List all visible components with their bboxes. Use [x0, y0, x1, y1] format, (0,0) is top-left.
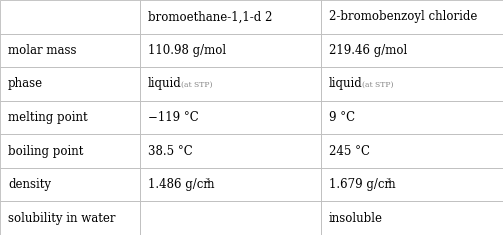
- Bar: [140, 168, 321, 201]
- Bar: [0, 0, 140, 34]
- Text: 219.46 g/mol: 219.46 g/mol: [329, 44, 407, 57]
- Bar: [0, 101, 140, 134]
- Text: phase: phase: [8, 77, 43, 90]
- Bar: [140, 0, 321, 34]
- Bar: [140, 67, 321, 101]
- Text: 3: 3: [385, 177, 390, 185]
- Text: molar mass: molar mass: [8, 44, 76, 57]
- Text: boiling point: boiling point: [8, 145, 83, 158]
- Text: 1.679 g/cm: 1.679 g/cm: [329, 178, 396, 191]
- Text: density: density: [8, 178, 51, 191]
- Bar: [140, 134, 321, 168]
- Text: bromoethane-1,1-d 2: bromoethane-1,1-d 2: [148, 10, 273, 23]
- Text: 38.5 °C: 38.5 °C: [148, 145, 193, 158]
- Bar: [321, 0, 503, 34]
- Bar: [321, 34, 503, 67]
- Bar: [140, 101, 321, 134]
- Bar: [321, 67, 503, 101]
- Bar: [321, 134, 503, 168]
- Text: insoluble: insoluble: [329, 212, 383, 225]
- Text: (at STP): (at STP): [362, 81, 393, 89]
- Text: liquid: liquid: [329, 77, 363, 90]
- Text: (at STP): (at STP): [181, 81, 212, 89]
- Text: −119 °C: −119 °C: [148, 111, 199, 124]
- Bar: [140, 34, 321, 67]
- Bar: [0, 168, 140, 201]
- Bar: [321, 101, 503, 134]
- Text: 2-bromobenzoyl chloride: 2-bromobenzoyl chloride: [329, 10, 477, 23]
- Text: 3: 3: [204, 177, 209, 185]
- Text: 9 °C: 9 °C: [329, 111, 355, 124]
- Text: 110.98 g/mol: 110.98 g/mol: [148, 44, 226, 57]
- Bar: [321, 168, 503, 201]
- Bar: [140, 201, 321, 235]
- Bar: [321, 201, 503, 235]
- Bar: [0, 201, 140, 235]
- Bar: [0, 134, 140, 168]
- Text: solubility in water: solubility in water: [8, 212, 116, 225]
- Text: 1.486 g/cm: 1.486 g/cm: [148, 178, 214, 191]
- Text: melting point: melting point: [8, 111, 88, 124]
- Bar: [0, 67, 140, 101]
- Bar: [0, 34, 140, 67]
- Text: 245 °C: 245 °C: [329, 145, 370, 158]
- Text: liquid: liquid: [148, 77, 182, 90]
